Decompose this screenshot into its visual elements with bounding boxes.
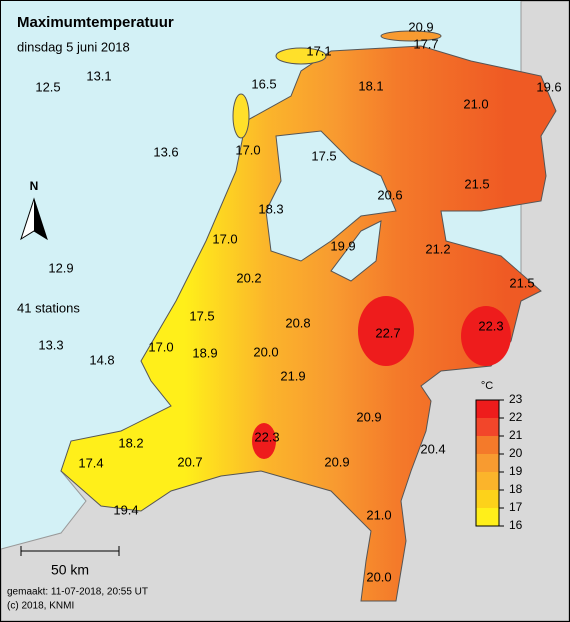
legend-band xyxy=(476,508,499,526)
station-value: 13.1 xyxy=(86,68,111,83)
station-value: 14.8 xyxy=(89,352,114,367)
markermeer xyxy=(330,220,382,282)
station-value: 22.7 xyxy=(375,325,400,340)
legend-band xyxy=(476,418,499,436)
subtitle: dinsdag 5 juni 2018 xyxy=(17,39,130,54)
legend-band xyxy=(476,490,499,508)
legend-unit: °C xyxy=(481,380,493,392)
station-value: 20.8 xyxy=(285,315,310,330)
station-value: 17.0 xyxy=(148,339,173,354)
station-value: 22.3 xyxy=(254,429,279,444)
station-value: 21.0 xyxy=(366,507,391,522)
station-value: 21.9 xyxy=(280,368,305,383)
footer: gemaakt: 11-07-2018, 20:55 UT xyxy=(7,587,148,598)
title: Maximumtemperatuur xyxy=(17,14,174,31)
station-value: 21.2 xyxy=(425,241,450,256)
station-value: 20.4 xyxy=(420,441,445,456)
ijsselmeer xyxy=(265,130,397,262)
legend-tick-label: 19 xyxy=(509,464,523,478)
station-value: 20.9 xyxy=(408,19,433,34)
station-value: 18.2 xyxy=(118,435,143,450)
station-value: 17.5 xyxy=(189,308,214,323)
station-value: 13.3 xyxy=(38,337,63,352)
footer: (c) 2018, KNMI xyxy=(7,601,74,612)
legend-band xyxy=(476,400,499,418)
station-value: 20.6 xyxy=(377,187,402,202)
station-value: 20.0 xyxy=(366,569,391,584)
station-value: 13.6 xyxy=(153,144,178,159)
hot-spot xyxy=(358,296,414,366)
island xyxy=(380,30,442,42)
station-value: 20.0 xyxy=(253,344,278,359)
station-count: 41 stations xyxy=(17,300,80,315)
station-value: 21.5 xyxy=(509,275,534,290)
station-value: 21.0 xyxy=(463,96,488,111)
legend-band xyxy=(476,472,499,490)
station-value: 20.7 xyxy=(177,454,202,469)
legend-tick-label: 22 xyxy=(509,410,523,424)
station-value: 20.9 xyxy=(324,454,349,469)
island xyxy=(232,93,250,139)
station-value: 17.1 xyxy=(306,43,331,58)
station-value: 22.3 xyxy=(478,318,503,333)
station-value: 19.6 xyxy=(536,79,561,94)
scale-label: 50 km xyxy=(51,562,89,578)
legend-frame xyxy=(475,399,500,527)
station-value: 19.4 xyxy=(113,502,138,517)
hot-spot xyxy=(252,423,276,459)
station-value: 12.5 xyxy=(35,79,60,94)
station-value: 17.5 xyxy=(311,148,336,163)
legend-tick-label: 23 xyxy=(509,392,523,406)
station-value: 17.0 xyxy=(235,142,260,157)
legend-tick-label: 17 xyxy=(509,500,523,514)
station-value: 20.2 xyxy=(236,270,261,285)
north-label: N xyxy=(30,179,39,193)
station-value: 18.1 xyxy=(358,78,383,93)
station-value: 18.3 xyxy=(258,201,283,216)
legend-tick-label: 21 xyxy=(509,428,523,442)
legend-band xyxy=(476,436,499,454)
station-value: 21.5 xyxy=(464,176,489,191)
legend-tick-label: 20 xyxy=(509,446,523,460)
station-value: 17.7 xyxy=(413,36,438,51)
netherlands xyxy=(60,45,557,602)
station-value: 18.9 xyxy=(192,345,217,360)
station-value: 20.9 xyxy=(356,409,381,424)
island xyxy=(275,47,327,65)
north-arrow xyxy=(34,199,47,239)
station-value: 17.4 xyxy=(78,455,103,470)
station-value: 16.5 xyxy=(251,76,276,91)
station-value: 12.9 xyxy=(48,260,73,275)
station-value: 19.9 xyxy=(330,238,355,253)
station-value: 17.0 xyxy=(212,231,237,246)
legend-tick-label: 18 xyxy=(509,482,523,496)
hot-spot xyxy=(461,306,511,366)
legend-tick-label: 16 xyxy=(509,518,523,532)
legend-band xyxy=(476,454,499,472)
